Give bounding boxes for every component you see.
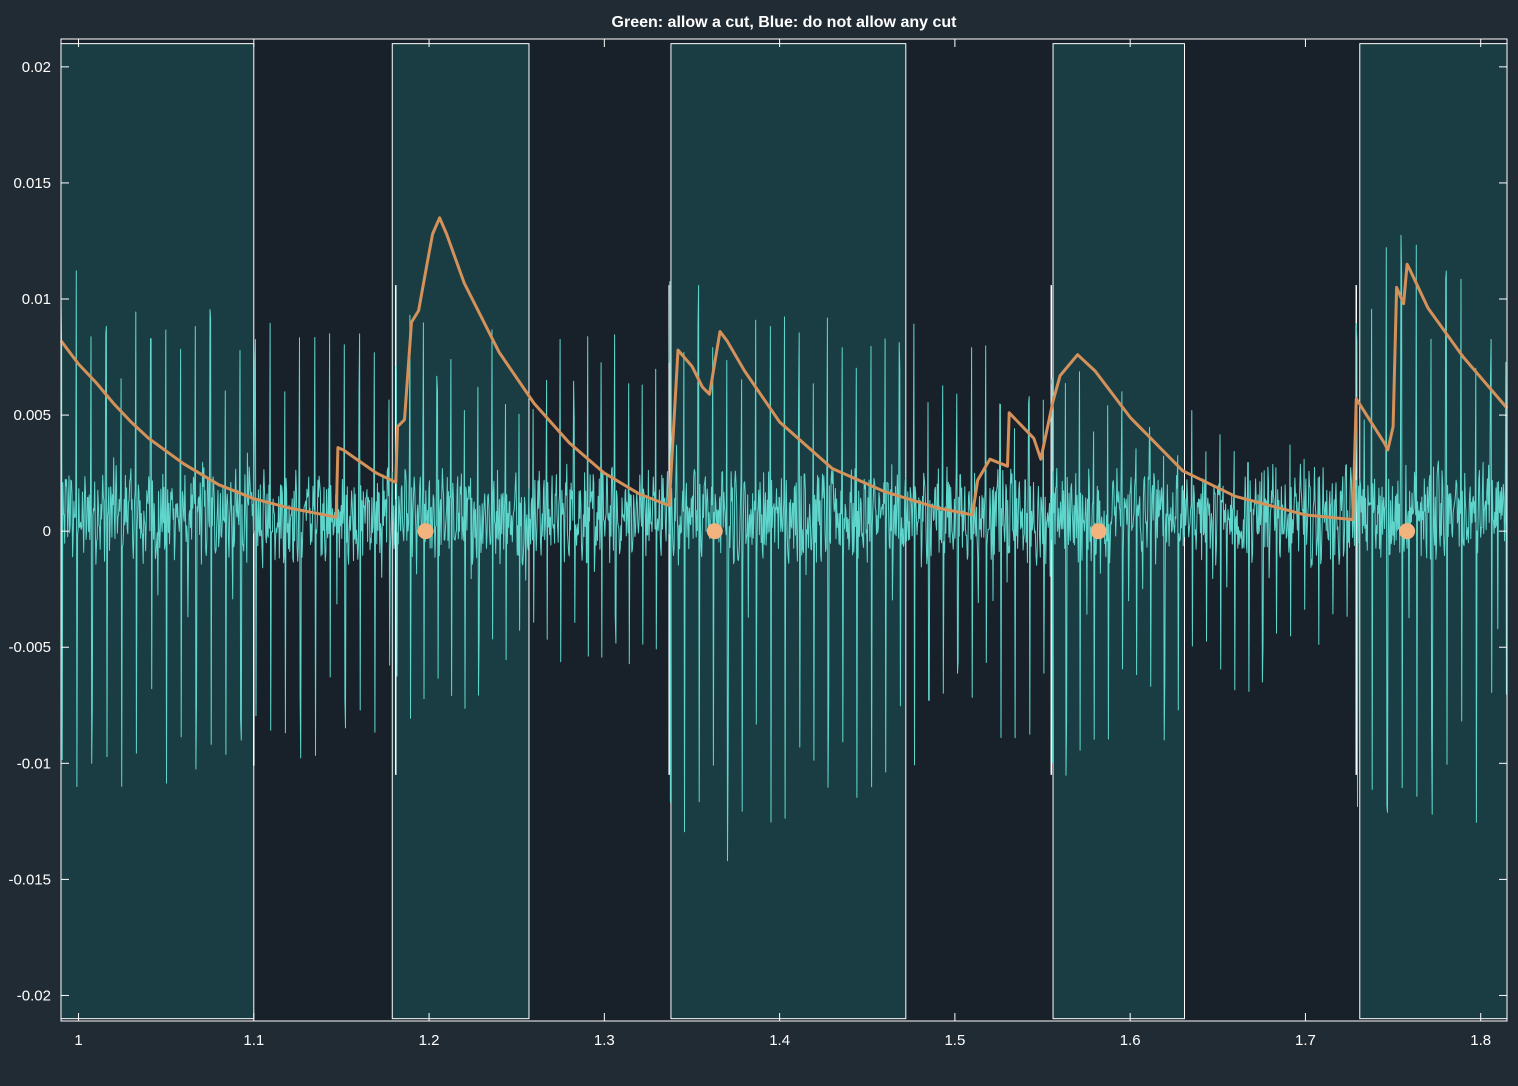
cut-marker-2 [706,523,723,540]
signal-segment-2 [395,314,670,719]
x-tick-label: 1.8 [1470,1032,1491,1049]
cut-marker-1 [417,523,434,540]
x-tick-label: 1.7 [1295,1032,1316,1049]
y-axis-ticks: 0.02 0.015 0.01 0.005 0 -0.005 -0.01 -0.015 -0.0… [8,59,1507,1004]
x-tick-label: 1.3 [594,1032,615,1049]
cut-markers [417,523,1416,540]
x-axis-ticks: 1 1.1 1.2 1.3 1.4 1.5 1.6 1.7 1.8 [74,39,1491,1049]
y-tick-label: 0.015 [13,175,51,192]
chart-title: Green: allow a cut, Blue: do not allow a… [612,14,958,31]
x-tick-label: 1.4 [769,1032,790,1049]
plot-frame [60,38,1508,1022]
cut-marker-4 [1399,523,1416,540]
envelope-series [59,216,1509,522]
y-tick-label: -0.005 [8,639,51,656]
x-tick-label: 1 [74,1032,82,1049]
signal-segment-5 [1355,234,1508,823]
y-tick-label: 0.02 [22,59,51,76]
y-tick-label: 0.01 [22,291,51,308]
x-tick-label: 1.1 [243,1032,264,1049]
y-tick-label: -0.02 [17,987,51,1004]
x-tick-label: 1.6 [1120,1032,1141,1049]
signal-series [60,234,1508,862]
y-tick-label: -0.01 [17,755,51,772]
y-tick-label: 0 [43,523,51,540]
cut-marker-3 [1090,523,1107,540]
x-tick-label: 1.2 [419,1032,440,1049]
envelope-line [59,216,1509,522]
signal-segment-3 [668,281,1052,862]
signal-segment-1 [60,270,397,787]
signal-segment-4 [1050,371,1357,776]
x-tick-label: 1.5 [944,1032,965,1049]
y-tick-label: -0.015 [8,871,51,888]
y-tick-label: 0.005 [13,407,51,424]
